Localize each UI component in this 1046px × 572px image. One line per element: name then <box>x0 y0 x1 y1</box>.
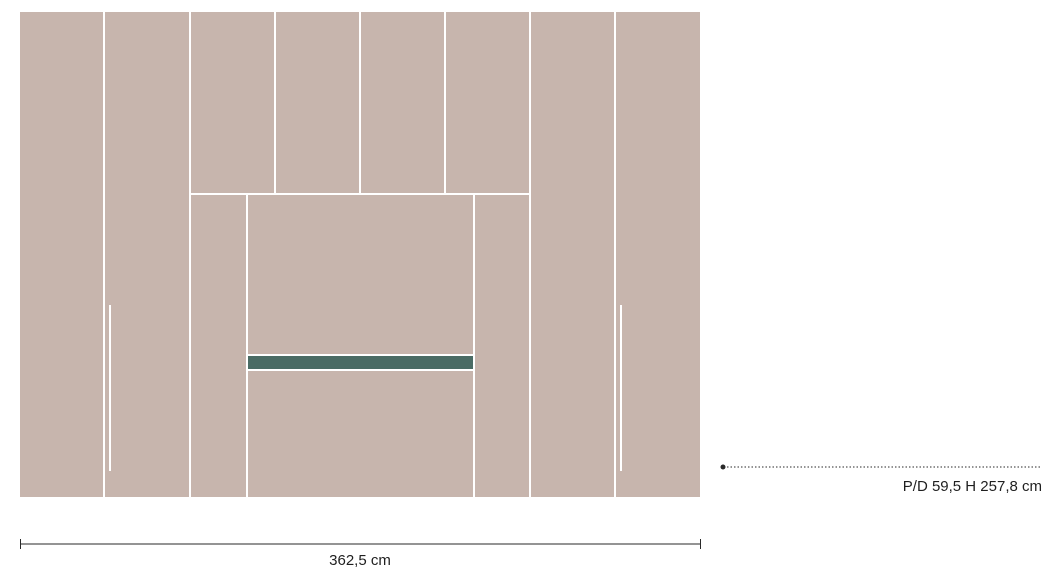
lower-side-panel-right <box>475 195 529 497</box>
niche-lower-back <box>248 371 473 497</box>
handle-left <box>109 305 111 471</box>
depth-height-label: P/D 59,5 H 257,8 cm <box>903 478 1042 495</box>
door-left-1 <box>20 12 103 497</box>
door-right-2 <box>616 12 700 497</box>
upper-door-3 <box>361 12 444 193</box>
niche-upper-back <box>248 195 473 354</box>
lower-side-panel-left <box>191 195 246 497</box>
door-right-1 <box>531 12 614 497</box>
handle-right <box>620 305 622 471</box>
upper-door-2 <box>276 12 359 193</box>
callout-dot <box>720 464 726 470</box>
niche-shelf <box>248 356 473 369</box>
width-label: 362,5 cm <box>329 552 391 569</box>
depth-height-callout: P/D 59,5 H 257,8 cm <box>720 464 1042 495</box>
upper-door-4 <box>446 12 529 193</box>
wardrobe <box>20 12 700 497</box>
width-dimension: 362,5 cm <box>20 539 701 569</box>
upper-door-1 <box>191 12 274 193</box>
door-left-2 <box>105 12 189 497</box>
